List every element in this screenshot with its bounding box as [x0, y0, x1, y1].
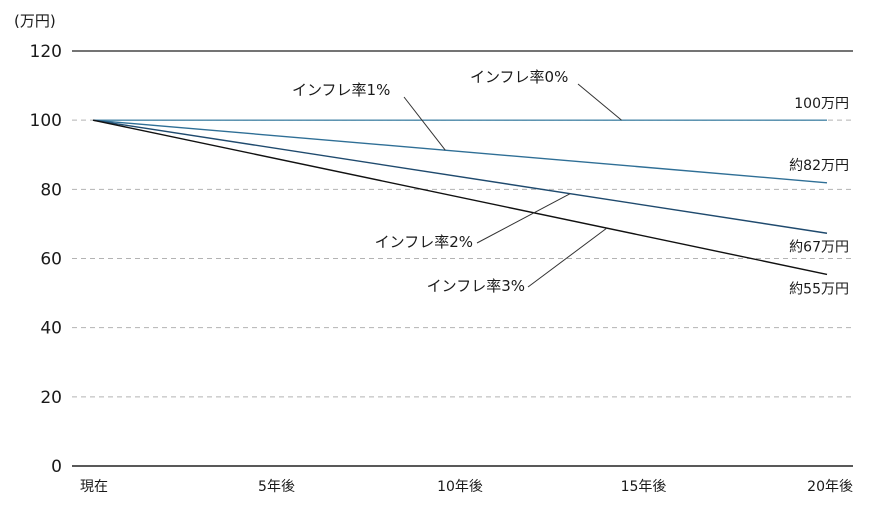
annotation-leader-1: [403, 96, 446, 151]
y-tick-80: 80: [40, 180, 62, 200]
annotation-leader-2: [476, 193, 571, 244]
series-annotations: インフレ率0% インフレ率1% インフレ率2% インフレ率3%: [292, 68, 622, 295]
x-tick-0: 現在: [80, 479, 108, 495]
series-lines: [92, 119, 828, 276]
series-line-3: [92, 119, 828, 276]
end-label-1: 約82万円: [789, 158, 849, 174]
y-tick-labels: 0 20 40 60 80 100 120: [30, 42, 62, 477]
end-label-3: 約55万円: [789, 281, 849, 297]
y-tick-100: 100: [30, 111, 62, 131]
annotation-label-0: インフレ率0%: [470, 68, 568, 86]
grid: [72, 50, 853, 467]
annotation-leader-0: [577, 83, 622, 121]
end-label-2: 約67万円: [789, 239, 849, 255]
series-line-1: [92, 119, 828, 184]
x-tick-1: 5年後: [258, 479, 295, 495]
x-tick-2: 10年後: [437, 479, 483, 495]
annotation-label-1: インフレ率1%: [292, 81, 390, 99]
y-axis-unit-label: (万円): [14, 12, 56, 30]
y-tick-60: 60: [40, 250, 62, 270]
x-tick-labels: 現在 5年後 10年後 15年後 20年後: [80, 479, 853, 495]
y-tick-0: 0: [51, 457, 62, 477]
series-line-2: [92, 119, 828, 234]
end-label-0: 100万円: [794, 96, 849, 112]
y-tick-20: 20: [40, 388, 62, 408]
x-tick-4: 20年後: [807, 479, 853, 495]
y-tick-120: 120: [30, 42, 62, 62]
x-tick-3: 15年後: [621, 479, 667, 495]
annotation-leader-3: [527, 227, 608, 288]
annotation-label-2: インフレ率2%: [375, 233, 473, 251]
y-tick-40: 40: [40, 319, 62, 339]
annotation-label-3: インフレ率3%: [427, 277, 525, 295]
